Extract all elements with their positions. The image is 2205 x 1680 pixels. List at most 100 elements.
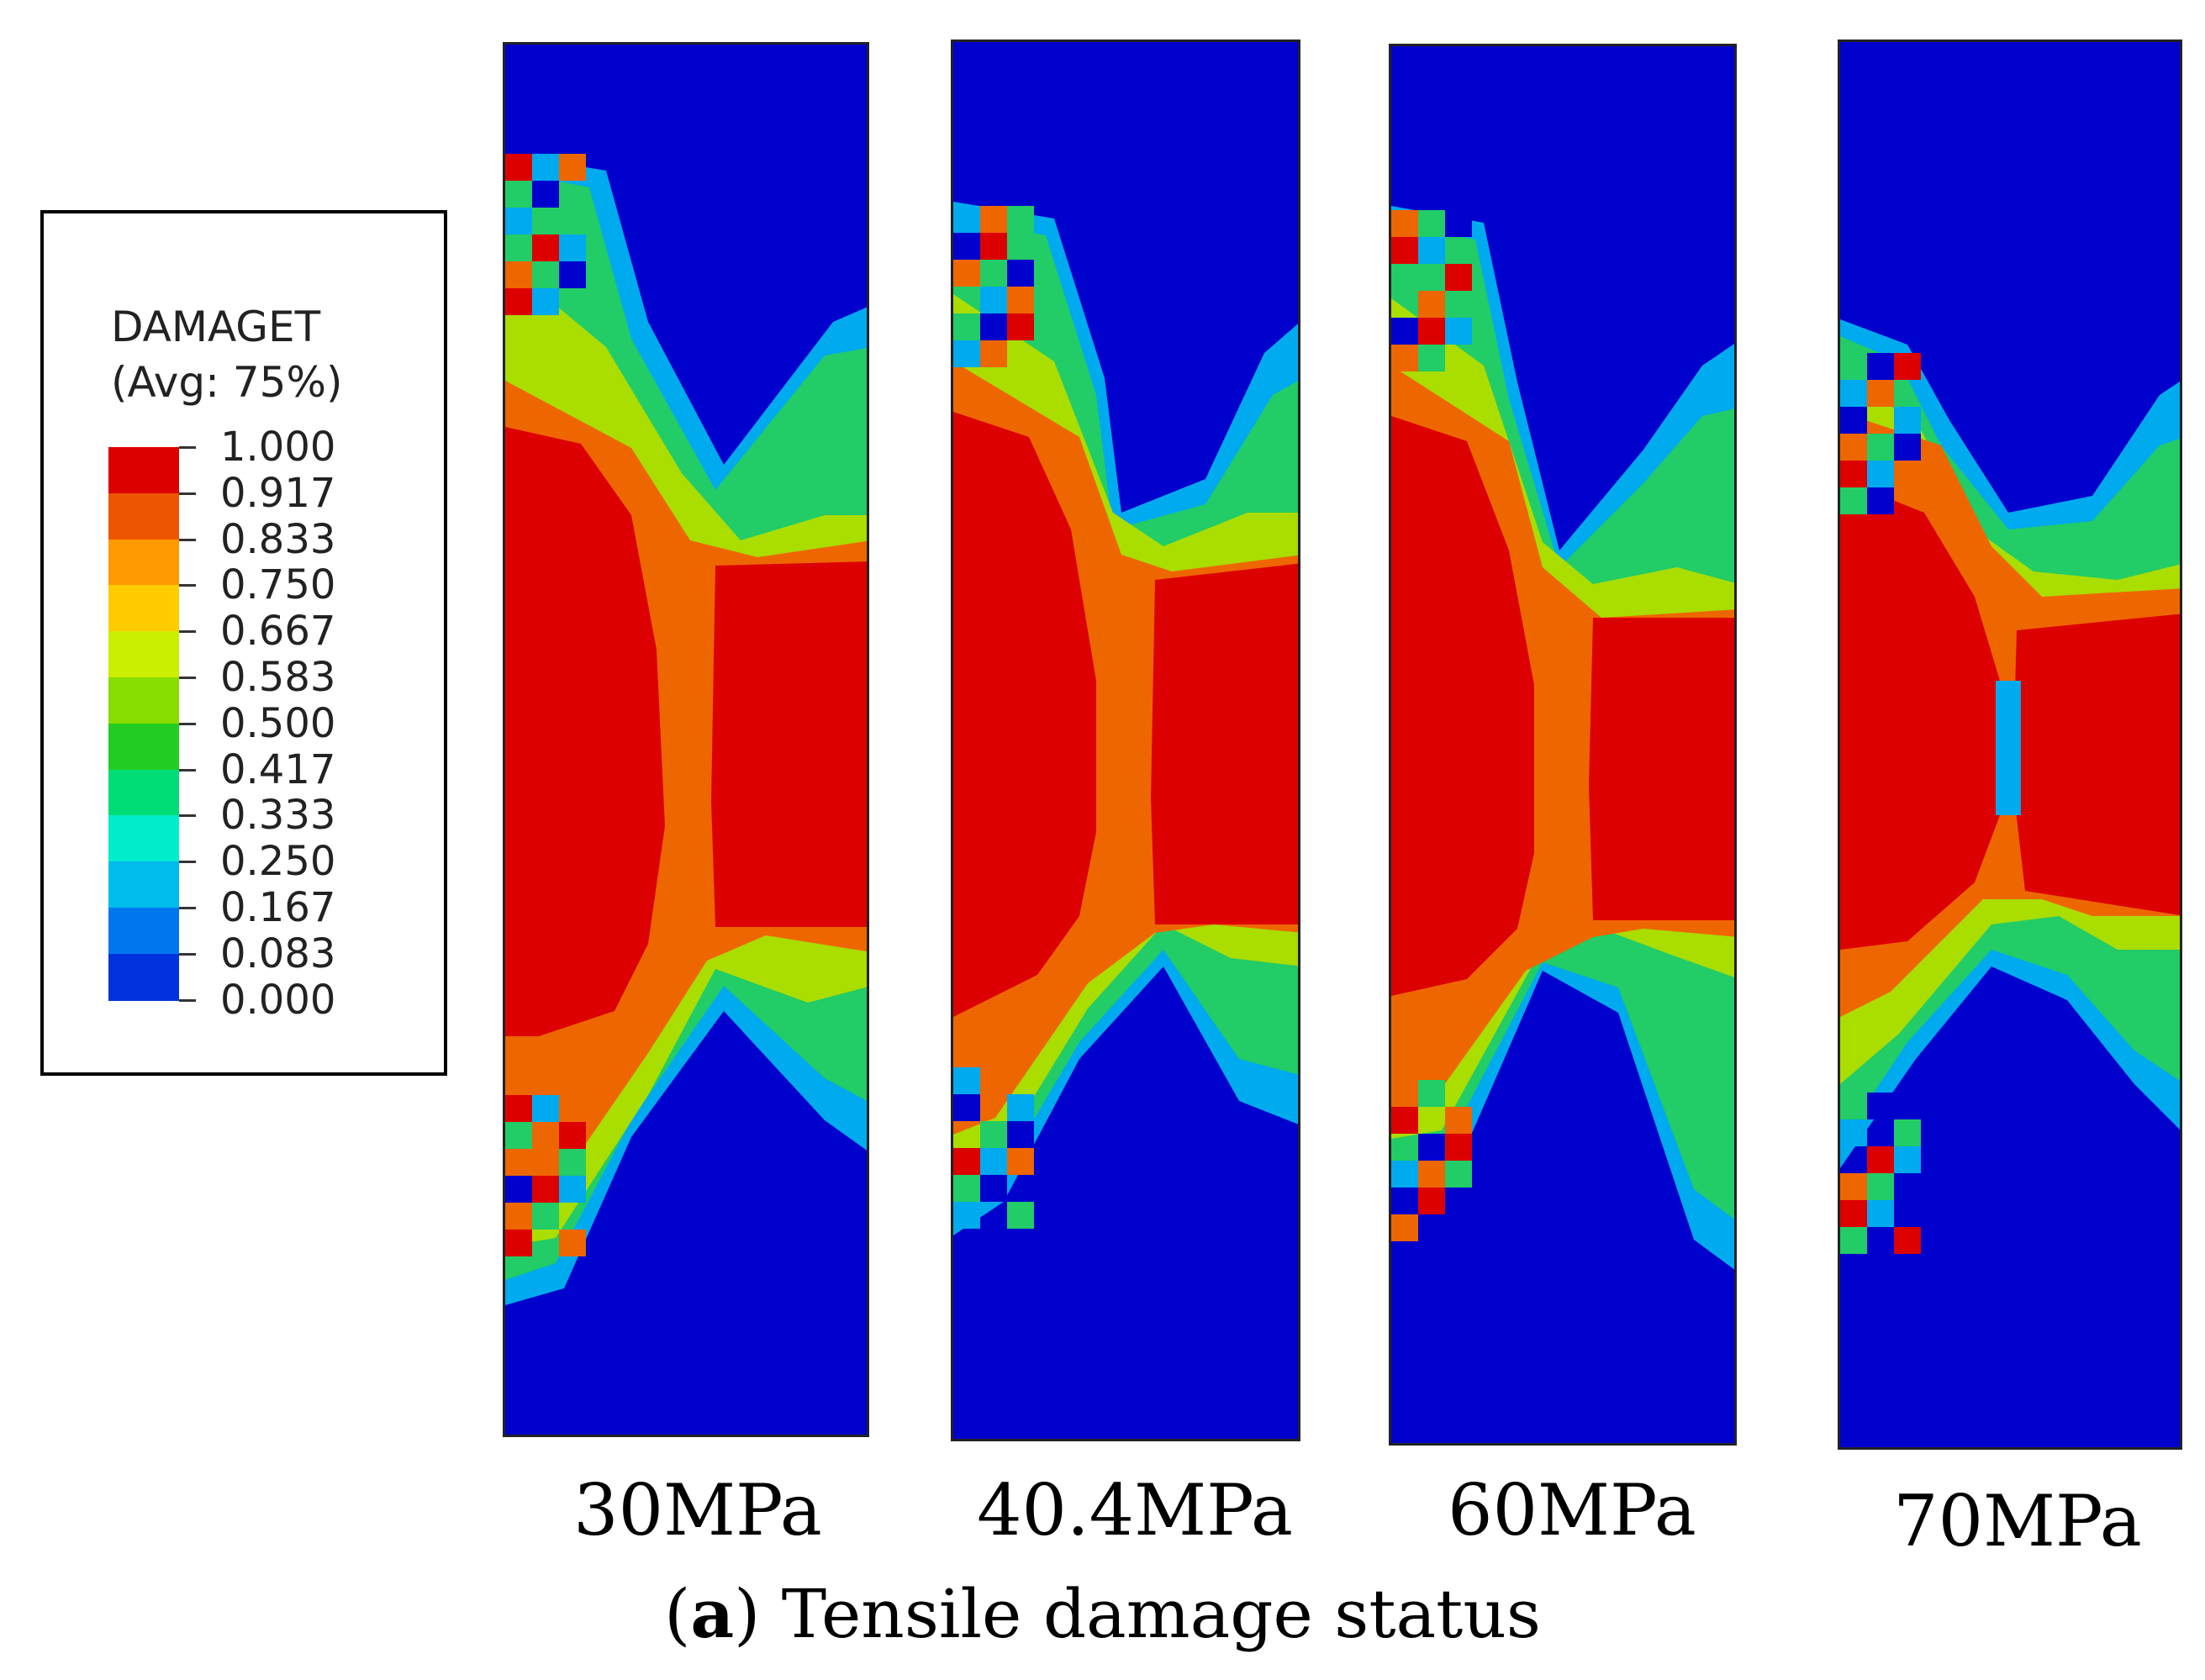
mesh-element [1445, 1161, 1472, 1188]
legend-tick [179, 907, 196, 909]
mesh-element [532, 261, 559, 288]
legend-swatch [108, 492, 179, 540]
mesh-element [1840, 407, 1867, 434]
legend-tick-label: 0.917 [220, 469, 336, 517]
mesh-element [1391, 1214, 1418, 1241]
damage-panel-40-4mpa [951, 39, 1300, 1441]
mesh-element [1391, 1080, 1418, 1107]
legend-tick-label: 0.167 [220, 884, 336, 931]
mesh-element [980, 287, 1007, 313]
mesh-element [1418, 237, 1445, 264]
mesh-element [980, 206, 1007, 233]
mesh-element [1391, 210, 1418, 237]
damage-region [953, 412, 1096, 1017]
mesh-element [980, 1148, 1007, 1175]
mesh-element [505, 261, 532, 288]
legend-tick [179, 952, 196, 956]
mesh-element [1418, 1188, 1445, 1214]
mesh-element [1840, 1173, 1867, 1200]
mesh-element [980, 1121, 1007, 1148]
damage-contour [505, 154, 867, 1305]
mesh-element [1007, 206, 1034, 233]
mesh-element [1391, 264, 1418, 291]
mesh-element [1867, 487, 1894, 514]
mesh-element [505, 288, 532, 315]
mesh-element [1418, 318, 1445, 345]
damage-region [1589, 618, 1734, 920]
legend-tick [179, 814, 196, 818]
legend-tick-label: 0.667 [220, 608, 336, 656]
mesh-element [1894, 1227, 1921, 1254]
mesh-element [1840, 1200, 1867, 1227]
mesh-element [505, 1095, 532, 1122]
mesh-element [953, 340, 980, 367]
mesh-element [980, 313, 1007, 340]
mesh-element [559, 1176, 586, 1203]
mesh-element [1418, 1134, 1445, 1161]
mesh-element [1391, 1188, 1418, 1214]
legend-tick-label: 0.083 [220, 930, 336, 977]
legend-tick [179, 861, 196, 864]
mesh-element [505, 1203, 532, 1230]
mesh-element [980, 1067, 1007, 1094]
mesh-element [505, 181, 532, 208]
mesh-element [1867, 1173, 1894, 1200]
mesh-element [1445, 318, 1472, 345]
legend-swatch [108, 677, 179, 724]
legend-tick [179, 630, 196, 634]
mesh-element [1418, 1161, 1445, 1188]
mesh-element [980, 1175, 1007, 1202]
figure-caption: (a) Tensile damage status [664, 1574, 1541, 1653]
legend-swatch [108, 723, 179, 771]
mesh-element [1418, 1080, 1445, 1107]
mesh-element [559, 1149, 586, 1176]
legend-tick [179, 998, 196, 1002]
mesh-element [1391, 1161, 1418, 1188]
damage-region [1391, 416, 1534, 996]
mesh-element [505, 1176, 532, 1203]
mesh-element [1894, 1119, 1921, 1146]
legend-swatch [108, 539, 179, 587]
mesh-element [1894, 1173, 1921, 1200]
legend-tick-label: 0.583 [220, 654, 336, 701]
legend-swatch [108, 585, 179, 633]
mesh-element [1391, 237, 1418, 264]
mesh-element [953, 1094, 980, 1121]
mesh-element [532, 1149, 559, 1176]
mesh-element [1840, 380, 1867, 407]
mesh-element [1007, 260, 1034, 287]
legend: DAMAGET (Avg: 75%) 1.000 0.917 0.833 0.750 0… [40, 210, 447, 1076]
mesh-element [1894, 434, 1921, 461]
legend-tick [179, 492, 196, 495]
legend-tick [179, 446, 196, 449]
mesh-element [505, 1122, 532, 1149]
legend-tick-label: 0.250 [220, 838, 336, 886]
mesh-element [980, 340, 1007, 367]
mesh-element [953, 233, 980, 260]
legend-swatch [108, 861, 179, 908]
mesh-element [1391, 345, 1418, 371]
mesh-element [953, 1067, 980, 1094]
legend-title: DAMAGET [111, 303, 321, 351]
mesh-element [559, 234, 586, 261]
legend-tick [179, 538, 196, 541]
mesh-element [1867, 1093, 1894, 1119]
mesh-element [1007, 1121, 1034, 1148]
mesh-element [1894, 353, 1921, 380]
mesh-element [532, 234, 559, 261]
mesh-element [1867, 353, 1894, 380]
mesh-element [1007, 287, 1034, 313]
mesh-element [1445, 1134, 1472, 1161]
mesh-element [559, 1122, 586, 1149]
mesh-element [953, 1202, 980, 1229]
mesh-element [1445, 264, 1472, 291]
mesh-element [1391, 1107, 1418, 1134]
mesh-element [1418, 345, 1445, 371]
damage-region [711, 561, 867, 927]
mesh-element [1007, 1094, 1034, 1121]
mesh-element [1867, 1200, 1894, 1227]
mesh-element [1418, 291, 1445, 318]
mesh-element [1445, 291, 1472, 318]
mesh-element [1840, 353, 1867, 380]
mesh-element [532, 154, 559, 181]
